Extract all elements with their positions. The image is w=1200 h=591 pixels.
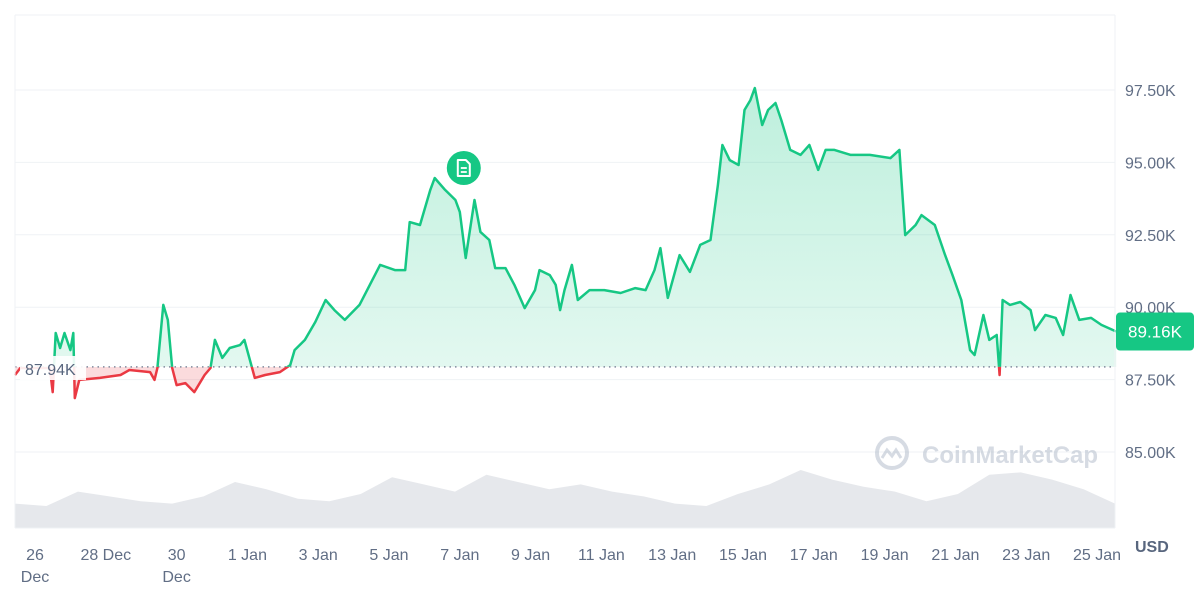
x-tick-label: 17 Jan: [790, 547, 838, 564]
x-tick-label: 9 Jan: [511, 547, 550, 564]
x-axis: 26 Dec 28 Dec 30 Dec 1 Jan 3 Jan 5 Jan 7 Jan 9 Ja…: [21, 547, 1121, 586]
x-tick-label: 11 Jan: [578, 547, 625, 564]
document-icon: [456, 159, 471, 177]
x-tick-label: 28 Dec: [80, 547, 131, 564]
area-down: [15, 366, 1117, 399]
x-tick-label: 13 Jan: [648, 547, 696, 564]
x-tick-label: 19 Jan: [861, 547, 909, 564]
x-tick-label: 5 Jan: [369, 547, 408, 564]
x-tick-label-line2: Dec: [162, 569, 190, 586]
x-tick-label: 1 Jan: [228, 547, 267, 564]
y-tick-label: 87.50K: [1125, 373, 1176, 390]
coinmarketcap-watermark: CoinMarketCap: [875, 436, 1098, 470]
price-line-down: [14, 366, 1002, 400]
x-tick-label: 23 Jan: [1002, 547, 1050, 564]
currency-label: USD: [1135, 539, 1169, 556]
x-tick-label: 15 Jan: [719, 547, 767, 564]
x-tick-label: 26: [26, 547, 44, 564]
baseline-value: 87.94K: [25, 362, 76, 379]
current-price-badge: 89.16K: [1116, 312, 1194, 351]
current-price-value: 89.16K: [1128, 323, 1183, 342]
x-tick-label: 3 Jan: [299, 547, 338, 564]
x-tick-label: 25 Jan: [1073, 547, 1121, 564]
baseline-label: 87.94K: [20, 356, 86, 380]
watermark-text: CoinMarketCap: [922, 442, 1098, 469]
chart-frame: [14, 14, 1116, 529]
volume-area: [15, 470, 1115, 528]
y-tick-label: 85.00K: [1125, 445, 1176, 462]
y-tick-label: 97.50K: [1125, 83, 1176, 100]
grid: [15, 89, 1115, 453]
x-tick-label: 7 Jan: [440, 547, 479, 564]
x-tick-label-line2: Dec: [21, 569, 49, 586]
x-tick-label: 30: [168, 547, 186, 564]
y-tick-label: 95.00K: [1125, 155, 1176, 172]
area-up: [53, 88, 1117, 367]
price-line-up: [19, 86, 1117, 367]
x-tick-label: 21 Jan: [931, 547, 979, 564]
news-marker[interactable]: [446, 151, 481, 185]
y-tick-label: 92.50K: [1125, 228, 1176, 245]
